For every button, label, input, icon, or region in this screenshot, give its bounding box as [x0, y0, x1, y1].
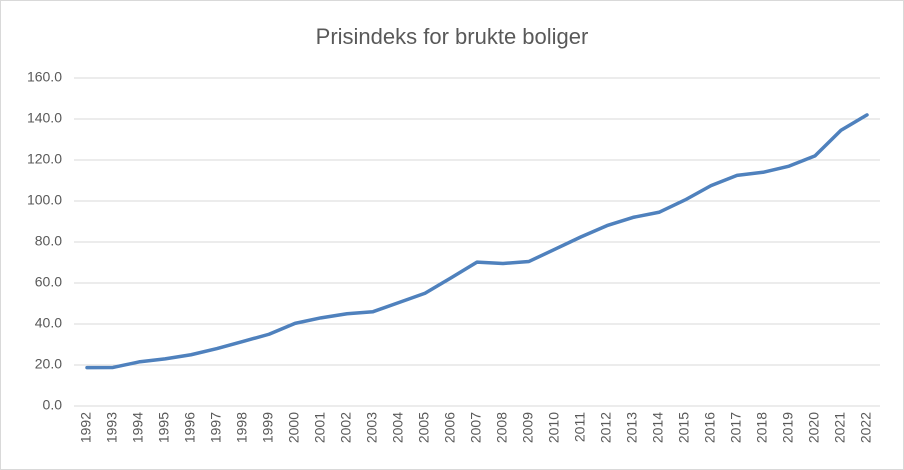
y-tick-label: 140.0 [27, 110, 62, 126]
x-tick-label: 2011 [572, 412, 588, 442]
x-tick-label: 2010 [546, 412, 562, 443]
x-tick-label: 2020 [806, 412, 822, 443]
x-tick-label: 2002 [338, 412, 354, 443]
x-tick-label: 2005 [416, 412, 432, 443]
y-tick-label: 120.0 [27, 151, 62, 167]
x-tick-label: 1996 [182, 412, 198, 443]
x-tick-label: 2017 [728, 412, 744, 443]
x-tick-label: 2013 [624, 412, 640, 443]
x-tick-label: 2008 [494, 412, 510, 443]
x-tick-label: 1994 [130, 412, 146, 443]
x-tick-label: 2012 [598, 412, 614, 443]
x-tick-label: 2016 [702, 412, 718, 443]
y-tick-label: 80.0 [35, 233, 62, 249]
x-tick-label: 2007 [468, 412, 484, 443]
x-tick-label: 2018 [754, 412, 770, 443]
x-tick-label: 1995 [156, 412, 172, 443]
x-tick-label: 2006 [442, 412, 458, 443]
x-tick-label: 1999 [260, 412, 276, 443]
y-tick-label: 100.0 [27, 192, 62, 208]
x-tick-label: 2004 [390, 412, 406, 443]
x-tick-label: 2015 [676, 412, 692, 443]
y-tick-label: 60.0 [35, 274, 62, 290]
x-tick-label: 2021 [832, 412, 848, 443]
x-tick-label: 2019 [780, 412, 796, 443]
line [85, 113, 869, 370]
x-tick-label: 2009 [520, 412, 536, 443]
x-tick-label: 1997 [208, 412, 224, 443]
x-tick-label: 2000 [286, 412, 302, 443]
x-tick-label: 2003 [364, 412, 380, 443]
chart-title: Prisindeks for brukte boliger [316, 24, 589, 49]
x-tick-label: 1993 [104, 412, 120, 443]
x-tick-label: 2001 [312, 412, 328, 443]
x-tick-label: 1992 [78, 412, 94, 443]
y-tick-label: 0.0 [43, 397, 63, 413]
y-tick-label: 40.0 [35, 315, 62, 331]
y-tick-label: 20.0 [35, 356, 62, 372]
x-tick-label: 2022 [858, 412, 874, 443]
x-tick-label: 2014 [650, 412, 666, 443]
x-tick-label: 1998 [234, 412, 250, 443]
y-tick-label: 160.0 [27, 69, 62, 85]
